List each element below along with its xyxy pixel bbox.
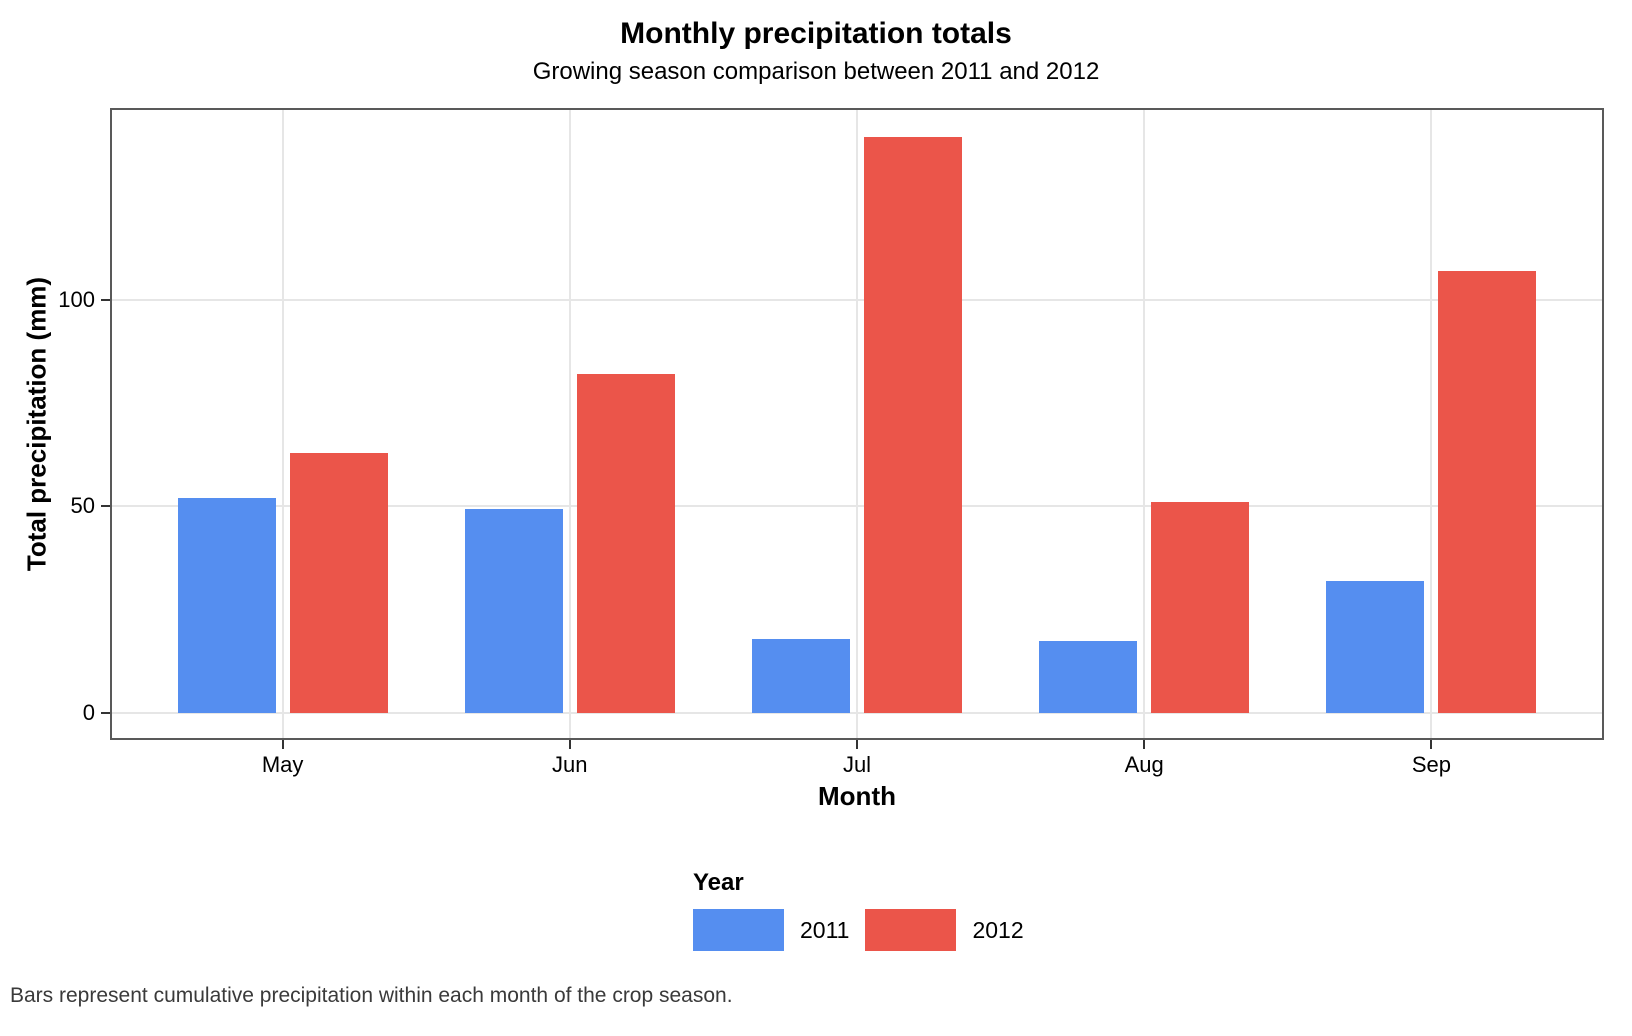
legend-title: Year xyxy=(693,869,744,896)
x-tick-mark-aug xyxy=(1143,740,1146,749)
y-tick-mark-50 xyxy=(101,505,110,508)
x-tick-label-jun: Jun xyxy=(552,752,588,777)
gridline-x-jun xyxy=(568,110,571,738)
bar-2012-jun xyxy=(576,374,675,713)
y-tick-mark-100 xyxy=(101,298,110,301)
y-tick-label-0: 0 xyxy=(82,700,95,725)
caption: Bars represent cumulative precipitation … xyxy=(10,984,733,1007)
legend-swatch-2011 xyxy=(693,909,784,951)
legend-items: 2011 2012 xyxy=(693,909,1024,951)
x-tick-label-sep: Sep xyxy=(1411,752,1451,777)
chart-subtitle: Growing season comparison between 2011 a… xyxy=(532,58,1100,85)
y-tick-mark-0 xyxy=(101,712,110,714)
bar-2011-sep xyxy=(1326,580,1425,713)
gridline-x-sep xyxy=(1430,110,1433,738)
x-axis-title: Month xyxy=(818,781,896,811)
y-tick-label-100: 100 xyxy=(58,286,95,312)
legend-swatch-2012 xyxy=(865,909,957,951)
gridline-x-jul xyxy=(856,110,858,738)
x-tick-mark-jun xyxy=(568,740,571,749)
x-tick-mark-sep xyxy=(1430,740,1433,749)
chart-title: Monthly precipitation totals xyxy=(620,17,1012,50)
bar-2012-sep xyxy=(1438,271,1537,713)
bar-2011-may xyxy=(177,498,276,713)
y-tick-label-50: 50 xyxy=(70,493,95,519)
x-tick-mark-may xyxy=(281,740,284,749)
gridline-x-aug xyxy=(1143,110,1146,738)
bar-2011-aug xyxy=(1039,640,1138,713)
legend-label-2012: 2012 xyxy=(972,916,1024,943)
plot-panel xyxy=(110,108,1604,740)
plot-area xyxy=(112,110,1602,738)
bar-2012-may xyxy=(289,452,388,713)
bar-2012-jul xyxy=(864,136,962,713)
x-tick-mark-jul xyxy=(856,740,858,749)
bar-2011-jul xyxy=(752,638,850,713)
bar-2011-jun xyxy=(464,508,563,713)
gridline-x-may xyxy=(281,110,284,738)
x-tick-label-aug: Aug xyxy=(1124,752,1164,777)
x-tick-label-jul: Jul xyxy=(842,752,872,777)
legend-label-2011: 2011 xyxy=(800,916,850,943)
legend: Year 2011 2012 xyxy=(693,870,1024,951)
y-axis-title: Total precipitation (mm) xyxy=(21,276,52,572)
bar-2012-aug xyxy=(1151,502,1250,713)
x-tick-label-may: May xyxy=(261,752,304,777)
